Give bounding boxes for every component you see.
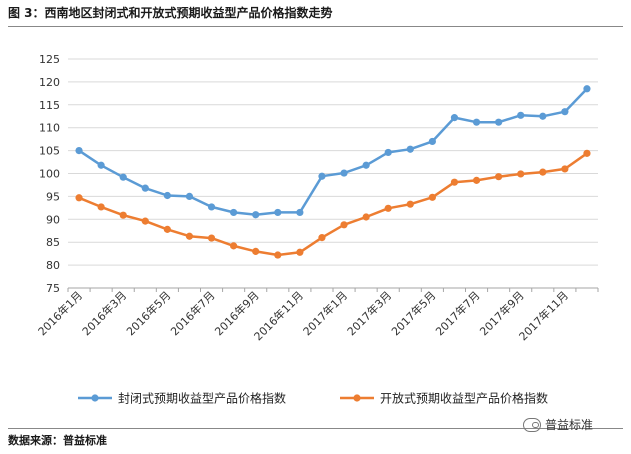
data-point	[428, 137, 436, 146]
data-point	[495, 118, 503, 126]
data-point	[428, 193, 436, 201]
x-tick-label: 2017年7月	[432, 288, 482, 338]
data-point	[252, 247, 260, 255]
series-line-2	[78, 152, 588, 257]
y-tick-label: 80	[46, 259, 60, 272]
legend-label: 开放式预期收益型产品价格指数	[380, 391, 548, 406]
data-point	[119, 173, 127, 181]
legend: 封闭式预期收益型产品价格指数 开放式预期收益型产品价格指数	[78, 391, 548, 406]
data-point	[185, 192, 194, 200]
x-tick-label: 2016年7月	[167, 288, 217, 338]
y-tick-label: 75	[46, 282, 60, 295]
data-point	[384, 204, 392, 212]
data-point	[163, 225, 171, 233]
x-tick-label: 2017年1月	[300, 288, 350, 338]
top-rule	[8, 26, 623, 27]
y-tick-label: 100	[39, 168, 60, 181]
data-point	[75, 194, 83, 202]
data-point	[362, 161, 370, 169]
figure-title: 图 3：西南地区封闭式和开放式预期收益型产品价格指数走势	[8, 6, 333, 20]
data-point	[406, 200, 414, 208]
data-point	[141, 217, 149, 225]
data-point	[539, 168, 547, 176]
data-point	[340, 221, 348, 229]
watermark: 普益标准	[523, 416, 593, 433]
y-tick-label: 125	[39, 53, 60, 66]
y-tick-label: 110	[39, 122, 60, 135]
data-point	[517, 170, 525, 178]
data-point	[340, 169, 348, 177]
data-point	[472, 176, 481, 184]
data-point	[296, 208, 304, 217]
data-point	[362, 213, 370, 221]
data-point	[274, 208, 282, 217]
data-point	[230, 242, 238, 250]
data-point	[97, 203, 105, 211]
data-point	[163, 191, 171, 200]
series-lines	[75, 85, 591, 259]
wechat-icon	[523, 417, 541, 432]
x-tick-label: 2016年3月	[79, 288, 129, 338]
data-point	[274, 251, 282, 259]
watermark-text: 普益标准	[545, 418, 594, 432]
legend-swatch-marker	[91, 394, 99, 402]
y-axis-ticks: 75 80 85 90 95 100 105 110 115 120 125	[39, 53, 60, 295]
data-point	[450, 114, 459, 122]
data-point	[296, 248, 304, 256]
data-point	[583, 85, 591, 93]
bottom-rule	[8, 428, 623, 429]
data-point	[517, 111, 525, 119]
y-tick-label: 115	[39, 99, 60, 112]
x-tick-label: 2017年3月	[344, 288, 394, 338]
data-point	[318, 172, 326, 180]
data-point	[384, 148, 392, 157]
y-tick-label: 85	[46, 236, 60, 249]
data-point	[252, 211, 260, 219]
data-point	[318, 234, 326, 242]
data-point	[141, 184, 149, 192]
legend-label: 封闭式预期收益型产品价格指数	[118, 391, 286, 406]
data-point	[539, 112, 547, 120]
data-point	[561, 108, 569, 116]
data-point	[207, 203, 216, 211]
data-point	[119, 211, 127, 219]
x-axis	[67, 287, 599, 292]
data-point	[561, 165, 569, 173]
y-tick-label: 120	[39, 76, 60, 89]
data-point	[495, 173, 503, 181]
data-point	[207, 234, 216, 242]
data-point	[230, 208, 238, 217]
data-point	[75, 147, 83, 155]
data-point	[406, 145, 414, 153]
data-point	[583, 149, 591, 157]
data-point	[450, 178, 459, 186]
x-tick-label: 2016年1月	[35, 288, 85, 338]
data-point	[472, 118, 481, 126]
y-tick-label: 90	[46, 213, 60, 226]
source-note: 数据来源：普益标准	[8, 434, 107, 447]
y-tick-label: 95	[46, 190, 60, 203]
legend-swatch-marker	[353, 394, 361, 402]
y-tick-label: 105	[39, 145, 60, 158]
data-point	[97, 161, 105, 169]
data-point	[185, 232, 194, 240]
x-tick-label: 2016年5月	[123, 288, 173, 338]
x-axis-ticks: 2016年1月2016年3月2016年5月2016年7月2016年9月2016年…	[35, 288, 571, 343]
series-line-1	[78, 87, 588, 216]
x-tick-label: 2017年5月	[388, 288, 438, 338]
